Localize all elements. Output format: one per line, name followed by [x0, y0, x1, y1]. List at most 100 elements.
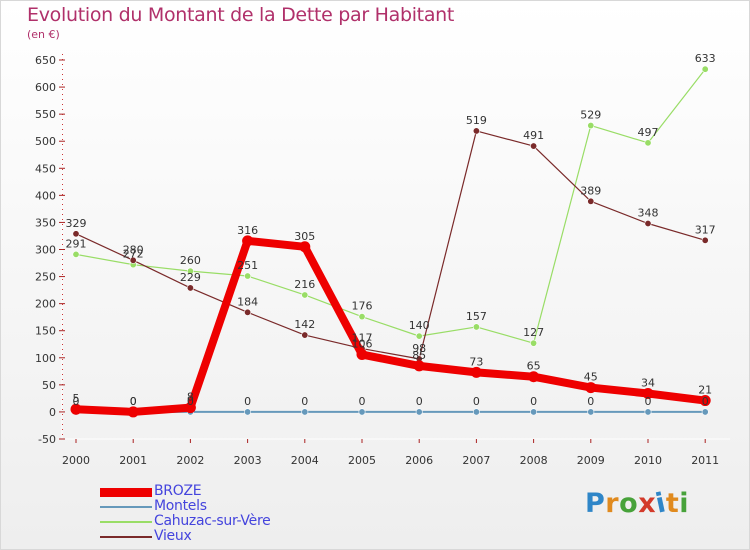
data-point: [186, 284, 194, 292]
y-tick-label: 200: [35, 298, 56, 311]
data-label: 140: [409, 319, 430, 332]
legend-swatch: [100, 536, 152, 538]
logo-letter: P: [585, 488, 606, 519]
data-point: [699, 395, 711, 407]
data-label: 0: [530, 395, 537, 408]
data-label: 529: [580, 109, 601, 122]
data-point: [242, 235, 254, 247]
data-point: [470, 366, 482, 378]
data-label: 5: [73, 392, 80, 405]
data-point: [301, 291, 309, 299]
x-tick-label: 2006: [405, 454, 433, 467]
y-tick-label: -50: [38, 433, 56, 446]
data-label: 106: [352, 338, 373, 351]
data-label: 389: [580, 184, 601, 197]
data-point: [472, 323, 480, 331]
data-point: [701, 65, 709, 73]
chart-unit-label: (en €): [27, 28, 60, 41]
data-label: 633: [695, 52, 716, 65]
data-label: 329: [66, 217, 87, 230]
data-label: 0: [187, 395, 194, 408]
data-label: 216: [294, 278, 315, 291]
data-label: 317: [695, 223, 716, 236]
x-tick-label: 2007: [462, 454, 490, 467]
data-label: 0: [73, 395, 80, 408]
series-line-broze: [72, 236, 710, 416]
data-point: [358, 313, 366, 321]
y-tick-label: 0: [49, 406, 56, 419]
chart-title: Evolution du Montant de la Dette par Hab…: [27, 4, 455, 26]
x-tick-label: 2005: [348, 454, 376, 467]
data-label: 497: [638, 126, 659, 139]
logo-letter: o: [619, 488, 639, 519]
data-point: [528, 371, 540, 383]
data-label: 127: [523, 326, 544, 339]
x-tick-label: 2009: [577, 454, 605, 467]
y-tick-label: 350: [35, 216, 56, 229]
data-point: [299, 241, 311, 253]
legend-swatch: [100, 487, 152, 497]
data-point: [472, 127, 480, 135]
x-tick-label: 2003: [234, 454, 262, 467]
data-point: [301, 408, 309, 416]
legend-swatch: [100, 521, 152, 523]
data-label: 85: [412, 349, 426, 362]
data-label: 229: [180, 271, 201, 284]
data-label: 176: [352, 300, 373, 313]
x-tick-label: 2008: [520, 454, 548, 467]
x-tick-label: 2011: [691, 454, 719, 467]
data-label: 260: [180, 254, 201, 267]
data-point: [358, 408, 366, 416]
x-tick-label: 2002: [176, 454, 204, 467]
data-point: [127, 406, 139, 418]
logo-letter: t: [665, 488, 680, 519]
data-label: 0: [473, 395, 480, 408]
data-point: [587, 197, 595, 205]
legend-label: BROZE: [154, 483, 202, 499]
data-label: 0: [301, 395, 308, 408]
y-tick-label: 150: [35, 325, 56, 338]
data-label: 73: [469, 355, 483, 368]
data-point: [186, 267, 194, 275]
data-point: [587, 408, 595, 416]
y-tick-label: 300: [35, 244, 56, 257]
data-point: [644, 220, 652, 228]
data-point: [644, 139, 652, 147]
data-point: [244, 308, 252, 316]
data-label: 157: [466, 310, 487, 323]
data-label: 0: [359, 395, 366, 408]
data-point: [701, 408, 709, 416]
data-label: 316: [237, 224, 258, 237]
data-label: 0: [244, 395, 251, 408]
y-tick-label: 100: [35, 352, 56, 365]
data-point: [642, 388, 654, 400]
data-point: [244, 408, 252, 416]
data-label: 0: [130, 395, 137, 408]
data-label: 0: [587, 395, 594, 408]
data-label: 34: [641, 377, 655, 390]
data-label: 65: [527, 360, 541, 373]
data-label: 45: [584, 371, 598, 384]
data-label: 272: [123, 248, 144, 261]
data-point: [70, 403, 82, 415]
data-point: [530, 339, 538, 347]
x-tick-label: 2010: [634, 454, 662, 467]
data-label: 0: [130, 395, 137, 408]
data-label: 98: [412, 342, 426, 355]
data-label: 184: [237, 295, 258, 308]
data-point: [701, 236, 709, 244]
data-label: 519: [466, 114, 487, 127]
legend-label: Cahuzac-sur-Vère: [154, 513, 271, 529]
x-tick-label: 2001: [119, 454, 147, 467]
logo-letter: r: [605, 488, 620, 519]
data-point: [585, 382, 597, 394]
data-label: 21: [698, 384, 712, 397]
data-point: [413, 360, 425, 372]
logo-letter: i: [679, 488, 690, 519]
legend-label: Vieux: [154, 528, 192, 544]
data-point: [472, 408, 480, 416]
data-label: 251: [237, 259, 258, 272]
y-tick-label: 550: [35, 108, 56, 121]
data-point: [530, 408, 538, 416]
y-tick-label: 450: [35, 162, 56, 175]
